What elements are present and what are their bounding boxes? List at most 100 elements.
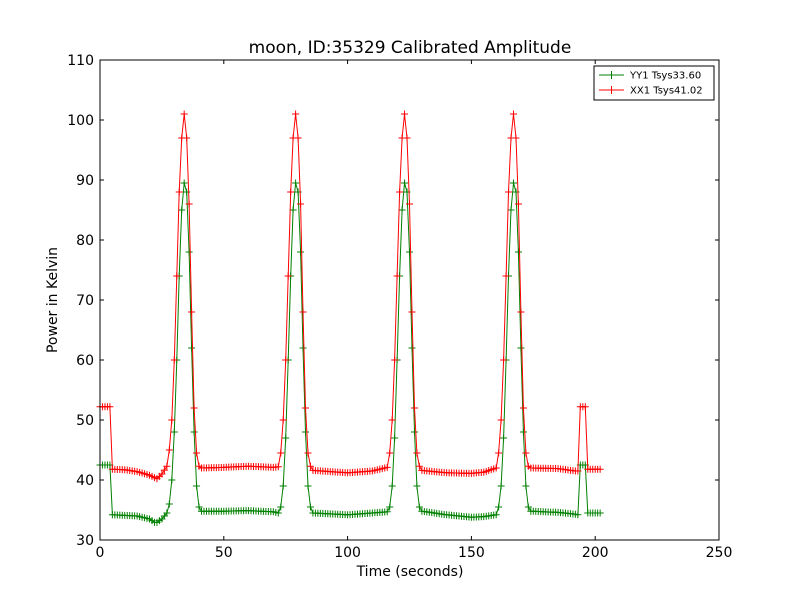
data-point <box>178 206 186 214</box>
x-tick-label: 50 <box>215 545 233 561</box>
data-point <box>168 416 176 424</box>
series-markers-1 <box>96 179 604 526</box>
y-tick-label: 110 <box>67 53 94 69</box>
data-point <box>492 511 500 519</box>
data-point <box>517 344 525 352</box>
data-point <box>180 179 188 187</box>
data-point <box>302 428 310 436</box>
data-point <box>160 466 168 474</box>
legend-marker <box>607 86 616 94</box>
data-point <box>170 428 178 436</box>
data-point <box>393 272 401 280</box>
data-point <box>500 356 508 364</box>
data-point <box>495 449 503 457</box>
legend: YY1 Tsys33.60 XX1 Tsys41.02 <box>593 65 715 101</box>
data-point <box>306 503 314 511</box>
data-point <box>282 356 290 364</box>
y-tick-label: 70 <box>76 293 94 309</box>
y-tick-label: 90 <box>76 173 94 189</box>
data-point <box>401 110 409 118</box>
data-point <box>398 206 406 214</box>
data-point <box>277 503 285 511</box>
data-point <box>492 464 500 472</box>
data-point <box>193 482 201 490</box>
data-point <box>406 248 413 256</box>
data-point <box>304 449 312 457</box>
data-point <box>391 434 399 442</box>
data-point <box>596 465 604 473</box>
data-point <box>185 248 193 256</box>
data-point <box>596 509 604 517</box>
data-point <box>180 110 188 118</box>
data-point <box>289 206 297 214</box>
legend-label: YY1 Tsys33.60 <box>629 71 701 82</box>
data-point <box>193 449 201 457</box>
y-tick-label: 80 <box>76 233 94 249</box>
data-point <box>190 404 198 412</box>
data-point <box>522 449 530 457</box>
data-point <box>284 272 292 280</box>
legend-marker <box>607 71 616 79</box>
data-point <box>408 308 416 316</box>
data-point <box>287 188 295 196</box>
x-tick-label: 250 <box>706 545 733 561</box>
x-axis-label: Time (seconds) <box>356 564 464 580</box>
data-point <box>413 482 421 490</box>
data-point <box>415 462 423 470</box>
data-point <box>292 179 300 187</box>
data-point <box>502 272 510 280</box>
data-point <box>410 428 418 436</box>
y-axis-label: Power in Kelvin <box>45 247 61 353</box>
data-point <box>413 449 421 457</box>
data-point <box>401 179 409 187</box>
y-tick-label: 50 <box>76 413 94 429</box>
data-point <box>297 248 305 256</box>
data-point <box>391 356 399 364</box>
data-point <box>386 503 394 511</box>
data-point <box>163 509 171 517</box>
data-point <box>279 482 287 490</box>
data-point <box>168 476 176 484</box>
data-point <box>388 416 396 424</box>
data-point <box>507 206 515 214</box>
data-point <box>383 508 391 516</box>
chart-title: moon, ID:35329 Calibrated Amplitude <box>249 38 572 58</box>
legend-label: XX1 Tsys41.02 <box>630 86 703 97</box>
data-point <box>185 200 193 208</box>
data-point <box>396 188 404 196</box>
y-tick-label: 60 <box>76 353 94 369</box>
data-point <box>106 403 114 411</box>
data-point <box>306 462 314 470</box>
data-point <box>519 428 527 436</box>
data-point <box>279 416 287 424</box>
data-point <box>190 428 198 436</box>
data-point <box>574 467 582 475</box>
data-point <box>274 509 282 517</box>
data-point <box>188 344 196 352</box>
data-point <box>517 308 525 316</box>
data-point <box>304 482 312 490</box>
data-point <box>158 470 166 478</box>
data-point <box>165 500 173 508</box>
data-point <box>574 511 582 519</box>
data-point <box>514 248 522 256</box>
data-point <box>410 404 418 412</box>
data-point <box>170 356 178 364</box>
legend-box <box>593 65 715 101</box>
data-point <box>408 344 416 352</box>
data-point <box>195 503 203 511</box>
data-point <box>509 110 517 118</box>
data-point <box>299 344 307 352</box>
data-point <box>497 482 505 490</box>
data-point <box>175 188 183 196</box>
data-point <box>274 463 282 471</box>
y-tick-label: 100 <box>67 113 94 129</box>
data-point <box>173 272 181 280</box>
axes-layer: 0 50 100 150 200 250 30 40 50 60 70 80 90 100 110 <box>67 53 732 561</box>
data-point <box>519 404 527 412</box>
data-point <box>495 503 503 511</box>
data-point <box>509 179 517 187</box>
data-point <box>277 449 285 457</box>
data-point <box>500 434 508 442</box>
